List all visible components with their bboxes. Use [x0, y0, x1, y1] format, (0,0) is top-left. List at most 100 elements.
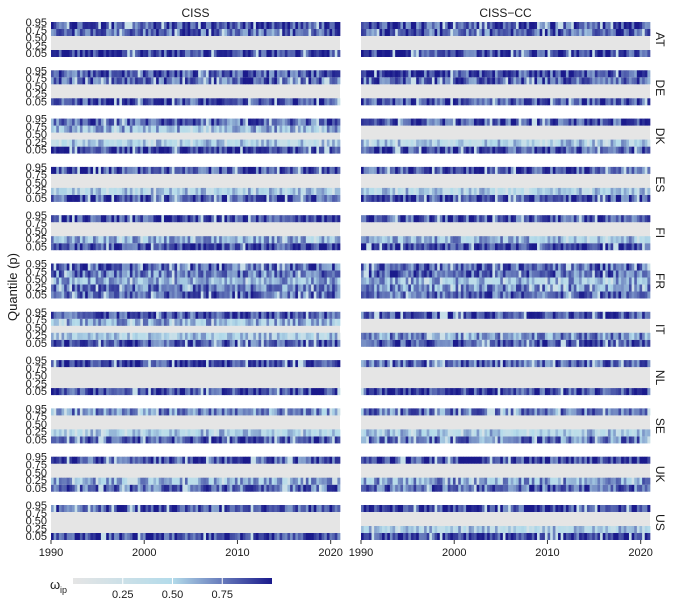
heatmap-cell [410, 236, 414, 244]
heatmap-cell [544, 277, 548, 285]
heatmap-cell [426, 236, 430, 244]
heatmap-cell [245, 263, 249, 271]
heatmap-cell [171, 139, 175, 147]
heatmap-cell [568, 215, 572, 223]
heatmap-cell [602, 98, 606, 106]
heatmap-cell [473, 284, 477, 292]
heatmap-cell [481, 194, 485, 202]
heatmap-cell [481, 277, 485, 285]
heatmap-cell [592, 277, 596, 285]
heatmap-cell [119, 70, 123, 78]
heatmap-cell [421, 77, 425, 85]
heatmap-cell [337, 118, 341, 126]
heatmap-cell [116, 236, 120, 244]
heatmap-cell [171, 187, 175, 195]
heatmap-cell [558, 166, 562, 174]
heatmap-cell [516, 29, 519, 36]
heatmap-cell [221, 125, 225, 133]
heatmap-cell [305, 339, 309, 347]
heatmap-cell [318, 22, 322, 29]
heatmap-cell [166, 77, 170, 85]
heatmap-cell [602, 236, 606, 244]
heatmap-cell [106, 77, 110, 85]
heatmap-cell [558, 277, 562, 285]
heatmap-cell [471, 118, 475, 126]
heatmap-cell [200, 339, 204, 347]
heatmap-cell [642, 29, 646, 36]
heatmap-cell [140, 311, 144, 319]
heatmap-cell [232, 332, 236, 340]
heatmap-cell [297, 50, 301, 57]
heatmap-cell [158, 146, 162, 154]
heatmap-cell [316, 187, 320, 195]
heatmap-cell [100, 166, 104, 174]
heatmap-cell [192, 77, 196, 85]
heatmap-cell [171, 243, 175, 251]
heatmap-cell [466, 166, 470, 174]
heatmap-cell [531, 77, 535, 85]
heatmap-cell [161, 215, 165, 223]
heatmap-cell [198, 22, 202, 29]
heatmap-cell [334, 270, 338, 278]
heatmap-cell [290, 187, 294, 195]
heatmap-cell [308, 332, 312, 340]
heatmap-cell [90, 118, 94, 126]
heatmap-cell [287, 236, 291, 244]
heatmap-cell [245, 118, 249, 126]
heatmap-cell [85, 98, 89, 106]
heatmap-cell [61, 29, 65, 36]
heatmap-cell [594, 291, 598, 299]
heatmap-cell [395, 77, 399, 85]
heatmap-cell [137, 70, 141, 78]
heatmap-cell [95, 284, 99, 292]
heatmap-cell [140, 236, 144, 244]
heatmap-cell [450, 194, 454, 202]
heatmap-cell [114, 139, 118, 147]
heatmap-cell [510, 270, 514, 278]
heatmap-cell [156, 291, 160, 299]
heatmap-cell [127, 311, 131, 319]
heatmap-cell [119, 22, 123, 29]
heatmap-cell [631, 98, 635, 106]
heatmap-cell [276, 332, 280, 340]
heatmap-cell [452, 215, 456, 223]
heatmap-cell [531, 166, 535, 174]
heatmap-cell [492, 166, 496, 174]
heatmap-cell [613, 98, 617, 106]
heatmap-cell [647, 70, 651, 78]
heatmap-cell [187, 263, 191, 271]
heatmap-cell [266, 70, 270, 78]
heatmap-cell [600, 187, 604, 195]
heatmap-cell [258, 146, 262, 154]
heatmap-cell [389, 166, 393, 174]
heatmap-cell [565, 277, 569, 285]
heatmap-cell [368, 236, 372, 244]
heatmap-cell [479, 291, 483, 299]
heatmap-cell [95, 139, 99, 147]
heatmap-cell [90, 29, 94, 36]
heatmap-cell [77, 187, 81, 195]
heatmap-cell [179, 125, 183, 133]
heatmap-cell [198, 243, 202, 251]
heatmap-cell [631, 243, 635, 251]
heatmap-cell [424, 339, 428, 347]
heatmap-cell [647, 243, 651, 251]
heatmap-cell [224, 22, 228, 29]
heatmap-cell [397, 243, 401, 251]
heatmap-cell [77, 29, 81, 36]
heatmap-cell [72, 332, 75, 340]
heatmap-cell [576, 215, 580, 223]
heatmap-cell [334, 139, 338, 147]
heatmap-cell [615, 194, 619, 202]
heatmap-cell [271, 236, 275, 244]
heatmap-cell [211, 236, 215, 244]
heatmap-cell [434, 98, 438, 106]
heatmap-cell [531, 236, 535, 244]
heatmap-cell [93, 291, 97, 299]
heatmap-cell [523, 215, 527, 223]
heatmap-cell [148, 166, 152, 174]
heatmap-cell [255, 118, 259, 126]
heatmap-cell [311, 146, 315, 154]
heatmap-cell [66, 98, 70, 106]
heatmap-cell [555, 118, 559, 126]
